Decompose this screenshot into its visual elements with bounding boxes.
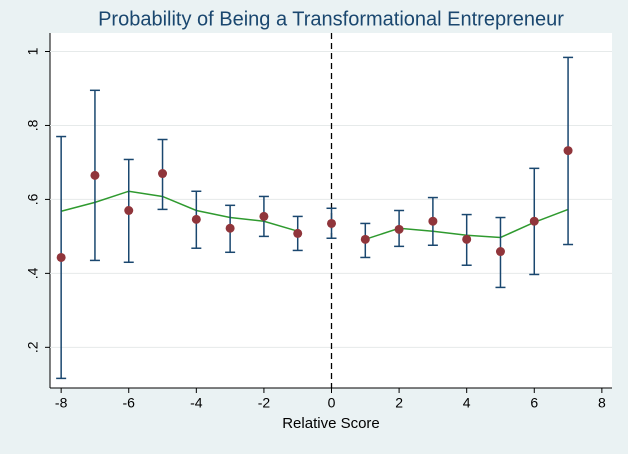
point (327, 218, 337, 228)
x-tick-label: 2 (395, 395, 403, 411)
y-tick-label: .2 (25, 341, 41, 353)
x-tick-label: -4 (190, 395, 203, 411)
point (529, 216, 539, 226)
y-tick-label: .4 (25, 267, 41, 279)
point (428, 216, 438, 226)
point (462, 234, 472, 244)
point (158, 169, 168, 179)
x-tick-label: 4 (463, 395, 471, 411)
point (191, 214, 201, 224)
point (225, 223, 235, 233)
x-tick-label: -6 (123, 395, 136, 411)
point (360, 234, 370, 244)
x-tick-label: 6 (530, 395, 538, 411)
point (563, 146, 573, 156)
fit-line (60, 190, 298, 232)
y-tick-label: 1 (25, 47, 41, 55)
x-axis-label: Relative Score (282, 415, 380, 432)
x-tick-label: -8 (55, 395, 68, 411)
point (394, 224, 404, 234)
chart-title: Probability of Being a Transformational … (98, 8, 564, 30)
point (293, 228, 303, 238)
point (495, 247, 505, 257)
x-tick-label: 0 (328, 395, 336, 411)
y-tick-label: .8 (25, 119, 41, 131)
point (259, 211, 269, 221)
point (56, 252, 66, 262)
point (124, 206, 134, 215)
x-tick-label: -2 (258, 395, 271, 411)
x-tick-label: 8 (598, 395, 606, 411)
point (90, 170, 100, 180)
y-tick-label: .6 (25, 193, 41, 205)
